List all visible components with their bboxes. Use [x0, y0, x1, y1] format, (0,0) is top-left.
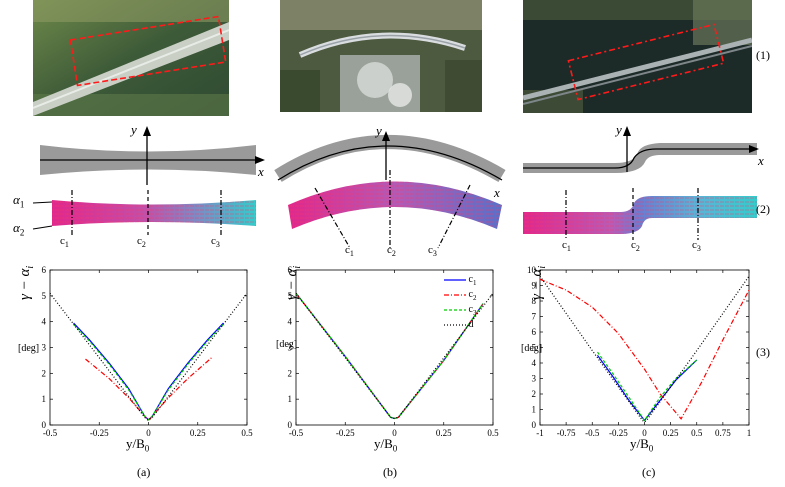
x-tick-label: -0.5 — [585, 428, 600, 438]
row-label-3: (3) — [756, 345, 770, 359]
y-tick-label: 10 — [527, 265, 537, 275]
y-tick-label: 5 — [532, 343, 537, 353]
legend: c1 c2 c3 d — [444, 274, 500, 331]
y-tick-label: 4 — [288, 317, 293, 327]
y-tick-label: 0 — [532, 420, 537, 430]
cut-label-b2: c2 — [387, 244, 396, 259]
xlabel-c: y/B0 — [630, 436, 654, 454]
x-tick-label: -0.5 — [289, 428, 304, 438]
aerial-photo-a — [33, 0, 229, 116]
series-d-b — [295, 292, 494, 420]
cut-label-a1: c1 — [60, 235, 69, 250]
alpha2-label: α2 — [13, 220, 25, 238]
x-tick-label: 0.25 — [190, 428, 206, 438]
y-tick-label: 1 — [532, 405, 537, 415]
x-tick-label: -0.25 — [90, 428, 109, 438]
legend-entry-c1: c1 — [444, 274, 477, 287]
unit-c: [deg] — [521, 343, 543, 354]
axis-x-label-c: x — [758, 153, 764, 168]
series-d-a — [49, 292, 248, 421]
legend-entry-d: d — [444, 319, 474, 330]
y-tick-label: 8 — [532, 296, 537, 306]
series-c3-b — [295, 292, 484, 420]
aerial-photo-b — [280, 0, 482, 112]
cut-label-c3: c3 — [692, 239, 701, 254]
unit-a: [deg] — [18, 343, 40, 354]
plot-frame-a — [49, 269, 248, 426]
y-tick-label: 2 — [288, 368, 293, 378]
series-d-c — [539, 275, 750, 423]
y-tick-label: 0 — [42, 420, 47, 430]
series-c2-a — [85, 357, 212, 423]
series-c3-a — [73, 323, 224, 421]
series-c2-c — [539, 278, 750, 420]
series-c3-c — [597, 351, 698, 422]
y-tick-label: 6 — [42, 265, 47, 275]
axis-y-label-b: y — [376, 123, 382, 138]
axis-y-label-c: y — [616, 122, 622, 137]
ylabel-b: γ − αi — [284, 265, 303, 300]
cut-label-b1: c1 — [345, 244, 354, 259]
y-tick-label: 3 — [532, 374, 537, 384]
x-tick-label: 1 — [747, 428, 752, 438]
y-tick-label: 2 — [42, 368, 47, 378]
x-tick-label: 0.25 — [663, 428, 679, 438]
y-tick-label: 6 — [288, 265, 293, 275]
xlabel-a: y/B0 — [126, 436, 150, 454]
ylabel-c: γ − αi — [529, 265, 548, 300]
series-c1-a — [73, 322, 224, 421]
y-tick-label: 7 — [532, 312, 537, 322]
axis-y-label-a: y — [131, 122, 137, 137]
y-tick-label: 9 — [532, 281, 537, 291]
y-tick-label: 3 — [288, 343, 293, 353]
x-tick-label: -0.25 — [336, 428, 355, 438]
axis-x-label-b: x — [494, 185, 500, 200]
x-tick-label: 0.5 — [487, 428, 499, 438]
legend-entry-c2: c2 — [444, 289, 477, 302]
row-label-1: (1) — [756, 48, 770, 62]
axis-x-label-a: x — [258, 164, 264, 179]
x-tick-label: 0 — [392, 428, 397, 438]
x-tick-label: 0.25 — [436, 428, 452, 438]
y-tick-label: 3 — [42, 343, 47, 353]
sublabel-a: (a) — [137, 465, 151, 479]
y-tick-label: 1 — [42, 394, 47, 404]
cut-label-a3: c3 — [211, 235, 220, 250]
x-tick-label: -0.25 — [609, 428, 628, 438]
sublabel-c: (c) — [642, 465, 656, 479]
sublabel-b: (b) — [383, 465, 397, 479]
x-tick-label: 0.5 — [691, 428, 703, 438]
x-tick-label: 0.5 — [241, 428, 253, 438]
aerial-photo-c — [523, 0, 752, 113]
ylabel-a: γ − αi — [17, 265, 36, 300]
series-c1-c — [597, 354, 698, 422]
y-tick-label: 2 — [532, 389, 537, 399]
y-tick-label: 0 — [288, 420, 293, 430]
x-tick-label: -1 — [536, 428, 544, 438]
x-tick-label: 0 — [146, 428, 151, 438]
y-tick-label: 5 — [288, 291, 293, 301]
x-tick-label: -0.75 — [557, 428, 576, 438]
y-tick-label: 4 — [532, 358, 537, 368]
cut-label-c2: c2 — [631, 239, 640, 254]
unit-b: [deg] — [276, 339, 298, 350]
x-tick-label: 0.75 — [715, 428, 731, 438]
legend-entry-c3: c3 — [444, 304, 477, 317]
y-tick-label: 1 — [288, 394, 293, 404]
alpha1-label: α1 — [13, 192, 25, 210]
xlabel-b: y/B0 — [374, 436, 398, 454]
y-tick-label: 6 — [532, 327, 537, 337]
x-tick-label: -0.5 — [43, 428, 58, 438]
cut-label-b3: c3 — [428, 244, 437, 259]
cut-label-a2: c2 — [137, 235, 146, 250]
x-tick-label: 0 — [642, 428, 647, 438]
y-tick-label: 5 — [42, 291, 47, 301]
row-label-2: (2) — [756, 202, 770, 216]
y-tick-label: 4 — [42, 317, 47, 327]
cut-label-c1: c1 — [562, 239, 571, 254]
